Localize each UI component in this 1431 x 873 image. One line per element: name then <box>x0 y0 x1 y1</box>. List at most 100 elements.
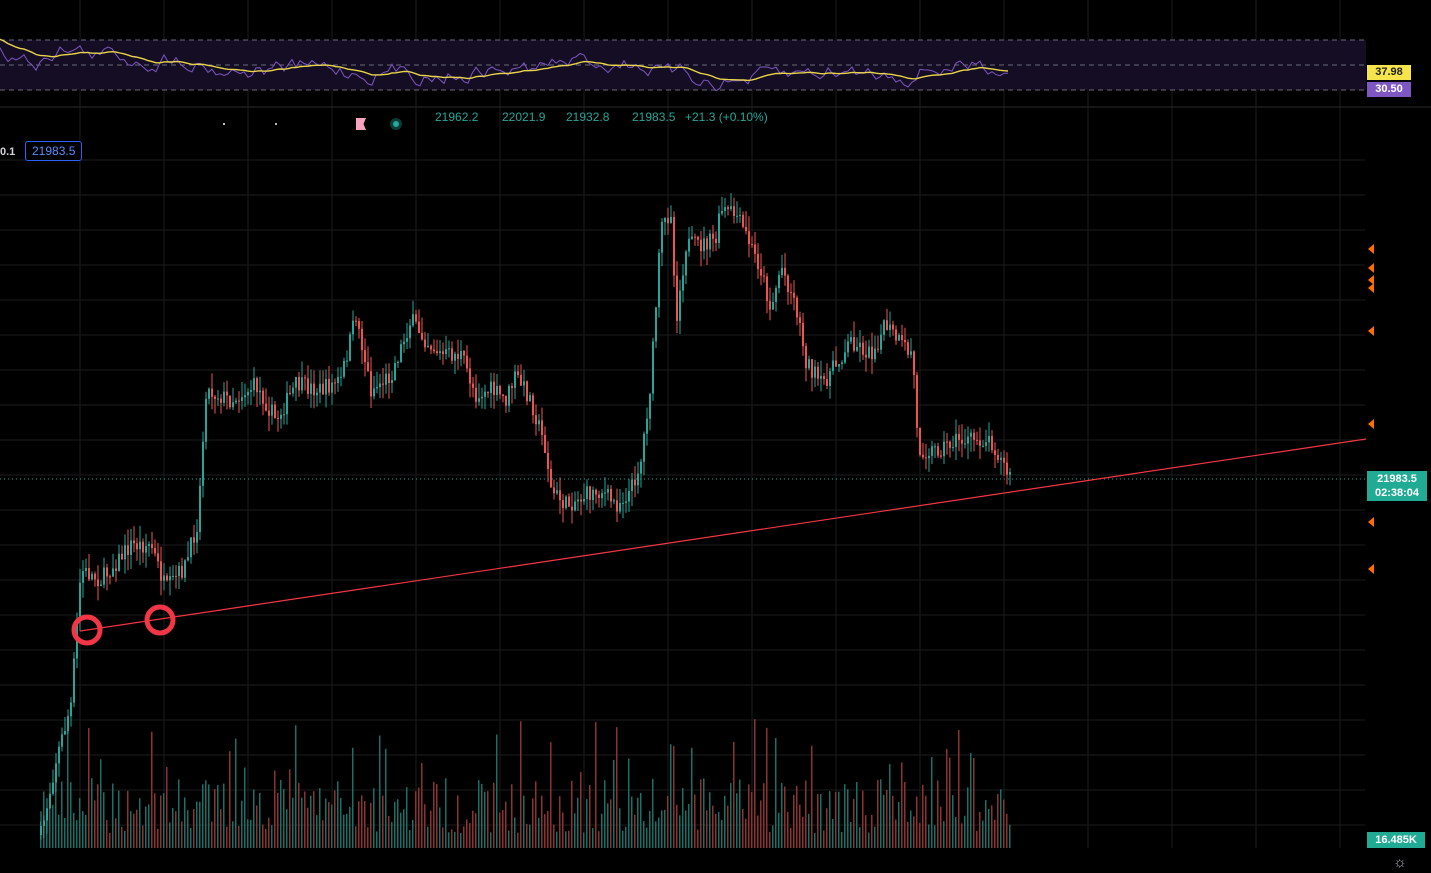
candle-body <box>688 238 690 252</box>
candle-body <box>166 575 168 581</box>
candle-body <box>805 346 807 369</box>
candle-body <box>922 454 924 458</box>
candle-body <box>658 252 660 308</box>
volume-bar <box>103 792 105 848</box>
candle-body <box>421 332 423 340</box>
volume-bar <box>865 815 867 848</box>
candle-body <box>277 417 279 419</box>
candle-body <box>904 340 906 343</box>
volume-bar <box>259 793 261 848</box>
volume-bar <box>805 780 807 848</box>
volume-bar <box>505 801 507 848</box>
candle-body <box>556 490 558 494</box>
candle-body <box>847 341 849 353</box>
volume-bar <box>124 830 126 848</box>
volume-bar <box>703 778 705 848</box>
candle-body <box>667 217 669 224</box>
candle-body <box>400 344 402 362</box>
volume-bar <box>127 790 129 848</box>
volume-bar <box>646 827 648 848</box>
volume-bar <box>784 786 786 848</box>
candle-body <box>637 473 639 486</box>
volume-bar <box>529 824 531 848</box>
alert-marker-icon <box>1368 564 1374 574</box>
volume-bar <box>922 784 924 848</box>
candle-body <box>133 540 135 544</box>
volume-bar <box>289 769 291 848</box>
candle-body <box>100 584 102 587</box>
candle-body <box>856 346 858 351</box>
candle-body <box>382 383 384 385</box>
candle-body <box>442 351 444 355</box>
candle-body <box>379 383 381 387</box>
candle-body <box>694 236 696 238</box>
volume-bar <box>457 795 459 848</box>
candle-body <box>397 361 399 364</box>
candle-body <box>1003 457 1005 463</box>
candle-body <box>103 567 105 585</box>
volume-bar <box>931 756 933 848</box>
candle-body <box>430 345 432 350</box>
candle-body <box>364 350 366 363</box>
candle-body <box>1006 462 1008 475</box>
candle-body <box>745 226 747 232</box>
candle-body <box>925 457 927 459</box>
volume-bar <box>814 832 816 848</box>
candle-body <box>850 337 852 342</box>
volume-bar <box>961 823 963 848</box>
candle-body <box>361 328 363 351</box>
volume-bar <box>70 782 72 848</box>
volume-bar <box>955 816 957 848</box>
gear-icon[interactable]: ☼ <box>1393 854 1407 871</box>
candle-body <box>169 576 171 581</box>
volume-bar <box>634 814 636 848</box>
volume-bar <box>679 815 681 848</box>
price-tag[interactable]: 21983.5 <box>25 141 83 161</box>
volume-bar <box>739 779 741 848</box>
volume-bar <box>145 806 147 848</box>
volume-bar <box>331 804 333 848</box>
volume-bar <box>988 808 990 848</box>
candle-body <box>997 455 999 460</box>
touch-circle <box>144 604 176 636</box>
candle-body <box>553 487 555 494</box>
flag-icon[interactable] <box>356 118 366 130</box>
volume-bar <box>235 738 237 848</box>
volume-bar <box>106 820 108 848</box>
candle-body <box>583 499 585 502</box>
candle-body <box>463 350 465 356</box>
volume-bar <box>373 788 375 848</box>
candle-body <box>514 371 516 388</box>
volume-bar <box>283 788 285 848</box>
volume-bar <box>958 729 960 848</box>
volume-bar <box>112 783 114 848</box>
candle-body <box>817 366 819 379</box>
volume-bar <box>568 830 570 848</box>
candle-body <box>724 207 726 212</box>
volume-bar <box>160 795 162 848</box>
volume-bar <box>616 727 618 848</box>
candle-body <box>853 337 855 351</box>
candle-body <box>499 385 501 395</box>
volume-bar <box>562 812 564 848</box>
candle-body <box>859 342 861 347</box>
candle-body <box>874 348 876 360</box>
volume-bar <box>625 826 627 848</box>
volume-bar <box>379 735 381 848</box>
volume-bar <box>520 721 522 848</box>
candle-body <box>886 320 888 330</box>
candle-body <box>604 492 606 494</box>
candle-body <box>913 351 915 376</box>
candle-body <box>94 573 96 580</box>
volume-bar <box>139 798 141 848</box>
candle-body <box>313 383 315 396</box>
volume-bar <box>493 782 495 848</box>
volume-bar <box>205 780 207 848</box>
candle-body <box>478 398 480 402</box>
candle-body <box>475 387 477 402</box>
candle-body <box>205 398 207 442</box>
volume-bar <box>652 778 654 848</box>
candle-body <box>934 446 936 448</box>
volume-bar <box>883 794 885 848</box>
